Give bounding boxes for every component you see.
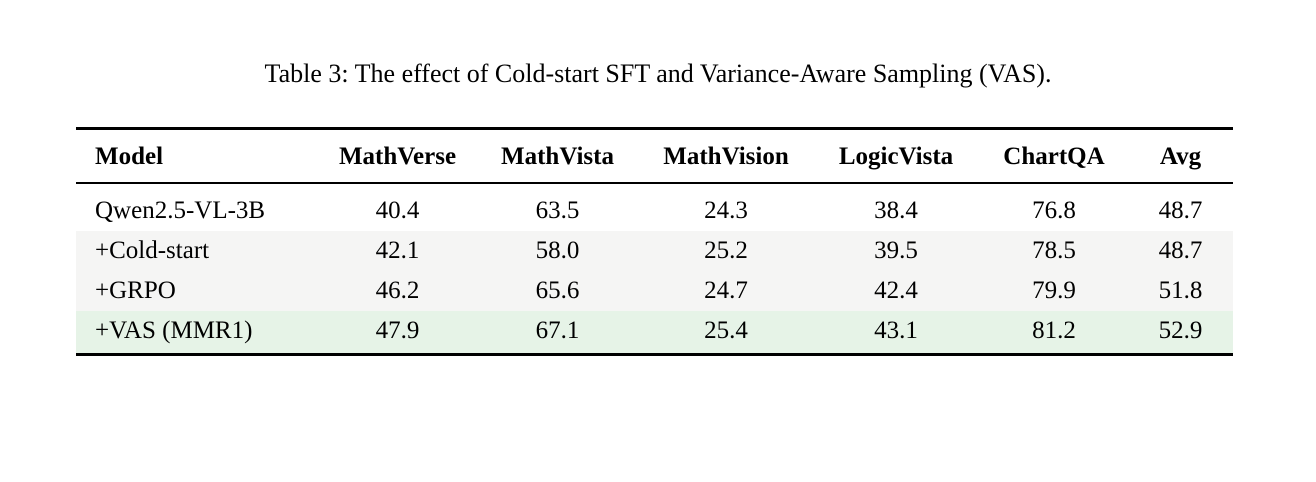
table-row-qwen25-vl-3b: Qwen2.5-VL-3B 40.4 63.5 24.3 38.4 76.8 4… [76, 183, 1233, 231]
header-cell-chartqa: ChartQA [980, 128, 1128, 184]
value-cell: 65.6 [535, 277, 580, 304]
table-row-grpo: +GRPO 46.2 65.6 24.7 42.4 79.9 51.8 [76, 271, 1233, 311]
value-cell: 43.1 [874, 317, 918, 344]
value-cell: 42.1 [375, 237, 420, 264]
model-cell: +VAS (MMR1) [95, 317, 253, 344]
value-cell: 48.7 [1158, 197, 1203, 224]
value-cell: 58.0 [535, 237, 580, 264]
value-cell: 47.9 [375, 317, 420, 344]
value-cell: 46.2 [375, 277, 420, 304]
value-cell: 24.7 [704, 277, 748, 304]
header-cell-mathverse: MathVerse [320, 128, 475, 184]
value-cell: 67.1 [535, 317, 580, 344]
value-cell: 63.5 [535, 197, 580, 224]
header-cell-mathvision: MathVision [640, 128, 812, 184]
value-cell: 48.7 [1158, 237, 1203, 264]
header-cell-mathvista: MathVista [475, 128, 640, 184]
value-cell: 42.4 [874, 277, 918, 304]
value-cell: 40.4 [375, 197, 420, 224]
table-body: Qwen2.5-VL-3B 40.4 63.5 24.3 38.4 76.8 4… [76, 183, 1233, 355]
header-row: Model MathVerse MathVista MathVision Log… [76, 128, 1233, 184]
value-cell: 76.8 [1032, 197, 1076, 224]
model-cell: +GRPO [95, 277, 176, 304]
table-caption: Table 3: The effect of Cold-start SFT an… [264, 59, 1052, 88]
table-header: Model MathVerse MathVista MathVision Log… [76, 128, 1233, 184]
value-cell: 79.9 [1032, 277, 1076, 304]
table-row-cold-start: +Cold-start 42.1 58.0 25.2 39.5 78.5 48.… [76, 231, 1233, 271]
value-cell: 25.4 [704, 317, 748, 344]
model-cell: Qwen2.5-VL-3B [95, 197, 266, 224]
model-cell: +Cold-start [95, 237, 210, 264]
table-row-vas-mmr1: +VAS (MMR1) 47.9 67.1 25.4 43.1 81.2 52.… [76, 311, 1233, 355]
header-cell-avg: Avg [1128, 128, 1233, 184]
value-cell: 25.2 [704, 237, 748, 264]
value-cell: 51.8 [1158, 277, 1203, 304]
value-cell: 39.5 [874, 237, 918, 264]
header-cell-model: Model [76, 128, 320, 184]
value-cell: 78.5 [1032, 237, 1076, 264]
value-cell: 38.4 [874, 197, 918, 224]
value-cell: 81.2 [1032, 317, 1076, 344]
results-table: Model MathVerse MathVista MathVision Log… [76, 127, 1233, 356]
value-cell: 52.9 [1158, 317, 1203, 344]
value-cell: 24.3 [704, 197, 748, 224]
header-cell-logicvista: LogicVista [812, 128, 980, 184]
